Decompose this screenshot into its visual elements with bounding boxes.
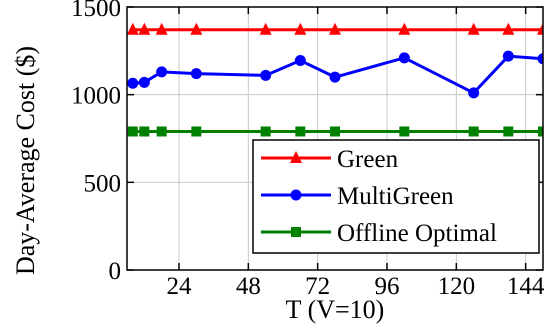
data-point-offline-optimal xyxy=(330,126,340,136)
x-axis-title: T (V=10) xyxy=(286,295,385,324)
x-tick-label: 144 xyxy=(507,273,544,300)
data-point-multigreen xyxy=(260,70,271,81)
data-point-offline-optimal xyxy=(295,126,305,136)
y-tick-label: 0 xyxy=(109,258,122,285)
data-point-multigreen xyxy=(156,66,167,77)
series-layer xyxy=(127,23,544,137)
data-point-offline-optimal xyxy=(503,126,513,136)
x-tick-label: 120 xyxy=(438,273,476,300)
x-tick-label: 48 xyxy=(236,273,261,300)
data-point-offline-optimal xyxy=(191,126,201,136)
data-point-offline-optimal xyxy=(157,126,167,136)
data-point-multigreen xyxy=(191,68,202,79)
data-point-offline-optimal xyxy=(139,126,149,136)
series-offline-optimal xyxy=(128,126,544,136)
data-point-offline-optimal xyxy=(399,126,409,136)
data-point-multigreen xyxy=(503,51,514,62)
data-point-offline-optimal xyxy=(261,126,271,136)
series-green xyxy=(127,23,544,35)
y-tick-label: 500 xyxy=(84,170,122,197)
y-axis-title: Day-Average Cost ($) xyxy=(11,46,40,275)
y-tick-label: 1000 xyxy=(71,83,121,110)
y-tick-label: 1500 xyxy=(71,0,121,22)
legend-label: MultiGreen xyxy=(337,183,454,210)
data-point-offline-optimal xyxy=(469,126,479,136)
x-tick-label: 24 xyxy=(167,273,193,300)
series-multigreen xyxy=(127,51,544,99)
legend-label: Green xyxy=(337,146,399,173)
data-point-offline-optimal xyxy=(128,126,138,136)
data-point-multigreen xyxy=(139,77,150,88)
data-point-multigreen xyxy=(399,52,410,63)
data-point-multigreen xyxy=(295,55,306,66)
legend-label: Offline Optimal xyxy=(337,220,497,247)
legend-marker xyxy=(291,190,302,201)
data-point-multigreen xyxy=(468,87,479,98)
data-point-multigreen xyxy=(330,72,341,83)
data-point-multigreen xyxy=(127,78,138,89)
legend-marker xyxy=(291,227,301,237)
legend: Green MultiGreen Offline Optimal xyxy=(253,140,539,253)
